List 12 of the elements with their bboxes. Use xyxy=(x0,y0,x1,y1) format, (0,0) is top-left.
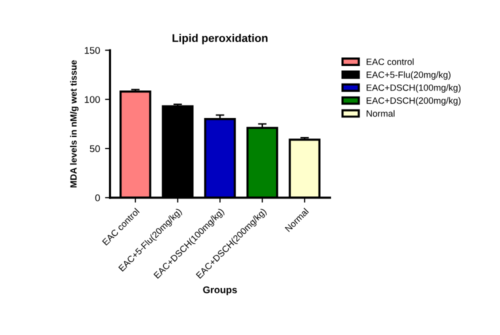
legend-label: EAC control xyxy=(366,58,414,66)
legend-label: EAC+5-Flu(20mg/kg) xyxy=(366,71,450,80)
y-axis-title: MDA levels in nM/g wet tissue xyxy=(70,60,79,188)
y-tick-label: 150 xyxy=(84,46,100,54)
legend-label: EAC+DSCH(100mg/kg) xyxy=(366,84,461,93)
legend-label: EAC+DSCH(200mg/kg) xyxy=(366,97,461,106)
legend-label: Normal xyxy=(366,110,394,117)
y-tick-label: 50 xyxy=(90,145,100,152)
chart-title: Lipid peroxidation xyxy=(172,34,268,44)
x-axis-title: Groups xyxy=(203,286,237,296)
y-tick-label: 0 xyxy=(95,194,100,202)
y-tick-label: 100 xyxy=(84,96,100,103)
